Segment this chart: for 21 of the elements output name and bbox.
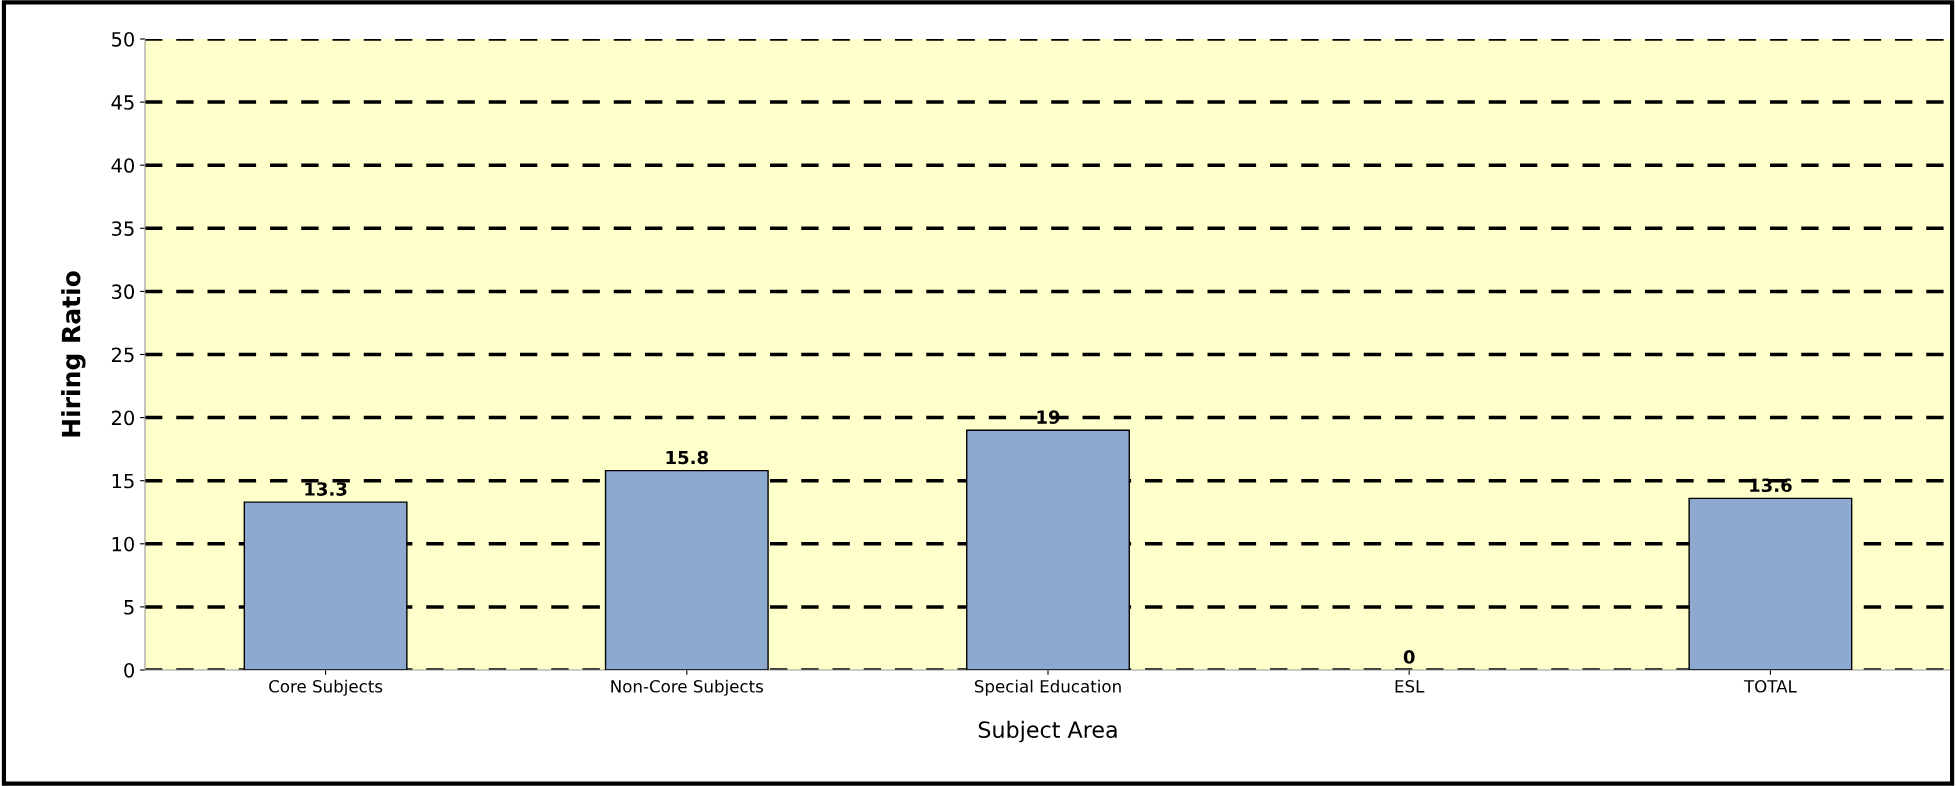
y-tick-label: 50 (112, 31, 134, 47)
y-tick-label: 35 (112, 221, 134, 236)
y-tick-label: 20 (111, 410, 134, 426)
y-tick-label: 30 (112, 284, 134, 300)
x-tick-label: TOTAL (1743, 680, 1797, 693)
y-tick-label: 40 (111, 158, 134, 173)
x-tick-label: Special Education (974, 679, 1121, 696)
data-label: 15.8 (666, 450, 708, 465)
y-tick-label: 45 (111, 95, 134, 110)
y-tick-label: 15 (112, 473, 134, 489)
x-tick-label: Non-Core Subjects (611, 679, 764, 696)
data-label: 0 (1403, 650, 1415, 664)
x-axis-title: Subject Area (978, 720, 1117, 743)
x-tick-label: Core Subjects (269, 679, 383, 696)
y-axis-title: Hiring Ratio (61, 271, 86, 437)
y-tick-label: 0 (124, 662, 134, 678)
y-tick-label: 10 (112, 536, 134, 552)
data-label: 13.3 (305, 482, 347, 496)
y-tick-label: 25 (111, 347, 134, 363)
x-tick-label: ESL (1395, 680, 1425, 693)
y-tick-label: 5 (124, 600, 134, 615)
